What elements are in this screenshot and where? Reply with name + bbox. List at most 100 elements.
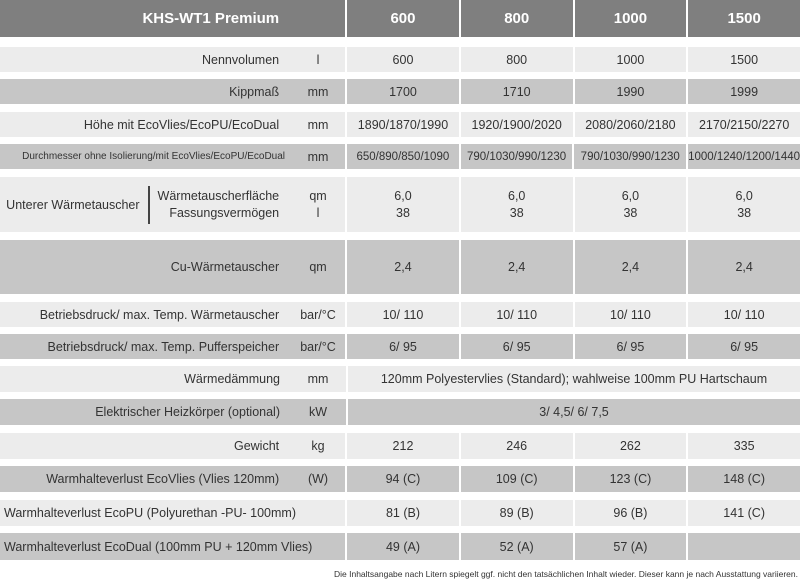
value-cell: 6/ 95 bbox=[460, 334, 573, 359]
sub-labels: Wärmetauscherfläche Fassungsvermögen bbox=[158, 188, 280, 222]
value-cell: 2170/2150/2270 bbox=[688, 112, 800, 137]
value: 6,0 bbox=[508, 188, 526, 203]
value-cell: 10/ 110 bbox=[460, 302, 573, 327]
header-row: KHS-WT1 Premium 600 800 1000 1500 bbox=[0, 0, 800, 37]
value-cell: 10/ 110 bbox=[688, 302, 800, 327]
row-unit: mm bbox=[307, 149, 329, 164]
row-label: Betriebsdruck/ max. Temp. Pufferspeicher bbox=[47, 339, 280, 354]
value-cell: 1999 bbox=[688, 79, 800, 104]
table-row-heat-exchanger: Unterer Wärmetauscher Wärmetauscherfläch… bbox=[0, 177, 800, 232]
table-row: Cu-Wärmetauscher qm 2,4 2,4 2,4 2,4 bbox=[0, 240, 800, 294]
value-cell: 790/1030/990/1230 bbox=[460, 144, 573, 169]
row-label-cell: Warmhalteverlust EcoVlies (Vlies 120mm) (… bbox=[0, 466, 346, 492]
divider bbox=[147, 185, 150, 224]
row-unit: (W) bbox=[307, 472, 329, 486]
table-row: Warmhalteverlust EcoVlies (Vlies 120mm) (… bbox=[0, 466, 800, 492]
value-cell: 2080/2060/2180 bbox=[574, 112, 687, 137]
unit: l bbox=[316, 205, 320, 220]
row-label: Elektrischer Heizkörper (optional) bbox=[95, 405, 280, 419]
value-cell: 81 (B) bbox=[347, 500, 459, 526]
row-label: Cu-Wärmetauscher bbox=[170, 260, 280, 274]
row-label-cell: Betriebsdruck/ max. Temp. Pufferspeicher… bbox=[0, 334, 346, 359]
value-cell: 1000/1240/1200/1440 bbox=[688, 144, 800, 169]
unit: qm bbox=[309, 188, 327, 203]
table-row: Nennvolumen l 600 800 1000 1500 bbox=[0, 47, 800, 72]
row-label: Nennvolumen bbox=[201, 52, 280, 67]
value-cell: 6,0 38 bbox=[688, 177, 800, 232]
row-label-cell: Betriebsdruck/ max. Temp. Wärmetauscher b… bbox=[0, 302, 346, 327]
value: 38 bbox=[396, 205, 410, 220]
group-label: Unterer Wärmetauscher bbox=[6, 197, 140, 212]
value: 38 bbox=[623, 205, 638, 220]
sub-label: Fassungsvermögen bbox=[169, 205, 280, 220]
value-cell: 1710 bbox=[460, 79, 573, 104]
row-label: Wärmedämmung bbox=[184, 372, 280, 386]
value-cell: 57 (A) bbox=[574, 533, 687, 560]
value: 6,0 bbox=[394, 188, 412, 203]
row-label: Warmhalteverlust EcoPU (Polyurethan -PU-… bbox=[4, 506, 296, 520]
table-row: Warmhalteverlust EcoDual (100mm PU + 120… bbox=[0, 533, 800, 560]
value-cell: 212 bbox=[347, 433, 459, 459]
value: 38 bbox=[509, 205, 524, 220]
row-label: Höhe mit EcoVlies/EcoPU/EcoDual bbox=[83, 117, 280, 132]
product-title: KHS-WT1 Premium bbox=[142, 10, 280, 27]
value-cell: 6/ 95 bbox=[574, 334, 687, 359]
value-cell: 1500 bbox=[688, 47, 800, 72]
row-label-cell: Gewicht kg bbox=[0, 433, 346, 459]
row-label-cell: Warmhalteverlust EcoDual (100mm PU + 120… bbox=[0, 533, 346, 560]
row-unit: mm bbox=[307, 84, 329, 99]
value-cell: 96 (B) bbox=[574, 500, 687, 526]
value-cell: 650/890/850/1090 bbox=[347, 144, 459, 169]
value-cell: 246 bbox=[460, 433, 573, 459]
value: 6,0 bbox=[735, 188, 753, 203]
units: qm l bbox=[290, 188, 346, 222]
value-cell: 2,4 bbox=[688, 240, 800, 294]
row-unit: mm bbox=[307, 372, 329, 386]
value-cell: 1000 bbox=[574, 47, 687, 72]
table-row: Höhe mit EcoVlies/EcoPU/EcoDual mm 1890/18… bbox=[0, 112, 800, 137]
row-label-cell: Cu-Wärmetauscher qm bbox=[0, 240, 346, 294]
value-cell: 141 (C) bbox=[688, 500, 800, 526]
value-cell: 6,0 38 bbox=[460, 177, 573, 232]
value-cell: 790/1030/990/1230 bbox=[574, 144, 687, 169]
table-row: Gewicht kg 212 246 262 335 bbox=[0, 433, 800, 459]
row-label-cell: Nennvolumen l bbox=[0, 47, 346, 72]
value-cell: 1890/1870/1990 bbox=[347, 112, 459, 137]
header-title-cell: KHS-WT1 Premium bbox=[0, 0, 346, 37]
value-cell: 6/ 95 bbox=[347, 334, 459, 359]
value-cell: 335 bbox=[688, 433, 800, 459]
value-cell: 109 (C) bbox=[460, 466, 573, 492]
value-cell: 49 (A) bbox=[347, 533, 459, 560]
value-cell: 6/ 95 bbox=[688, 334, 800, 359]
row-label-cell: Elektrischer Heizkörper (optional) kW bbox=[0, 399, 346, 425]
value-cell: 262 bbox=[574, 433, 687, 459]
row-unit: mm bbox=[307, 117, 329, 132]
value-cell: 123 (C) bbox=[574, 466, 687, 492]
value-cell: 148 (C) bbox=[688, 466, 800, 492]
value-cell: 94 (C) bbox=[347, 466, 459, 492]
model-header: 800 bbox=[460, 0, 573, 37]
table-row: Durchmesser ohne Isolierung/mit EcoVlies… bbox=[0, 144, 800, 169]
row-label: Kippmaß bbox=[229, 84, 280, 99]
value-cell: 6,0 38 bbox=[347, 177, 459, 232]
row-label: Warmhalteverlust EcoVlies (Vlies 120mm) bbox=[46, 472, 280, 486]
value: 6,0 bbox=[621, 188, 640, 203]
row-unit: l bbox=[316, 52, 320, 67]
value-cell: 1990 bbox=[574, 79, 687, 104]
value-cell bbox=[688, 533, 800, 560]
value-cell: 6,0 38 bbox=[574, 177, 687, 232]
row-label-cell: Unterer Wärmetauscher Wärmetauscherfläch… bbox=[0, 177, 346, 232]
value-cell: 600 bbox=[347, 47, 459, 72]
model-header: 1000 bbox=[574, 0, 687, 37]
value-cell: 2,4 bbox=[460, 240, 573, 294]
row-unit: qm bbox=[309, 260, 327, 274]
value-cell: 2,4 bbox=[347, 240, 459, 294]
value-cell-span: 3/ 4,5/ 6/ 7,5 bbox=[348, 399, 800, 425]
model-header: 600 bbox=[347, 0, 459, 37]
value-cell: 1700 bbox=[347, 79, 459, 104]
table-row: Betriebsdruck/ max. Temp. Pufferspeicher… bbox=[0, 334, 800, 359]
row-unit: kg bbox=[311, 439, 325, 453]
row-unit: bar/°C bbox=[300, 339, 336, 354]
table-row: Wärmedämmung mm 120mm Polyestervlies (Stan… bbox=[0, 366, 800, 392]
row-unit: bar/°C bbox=[300, 307, 336, 322]
